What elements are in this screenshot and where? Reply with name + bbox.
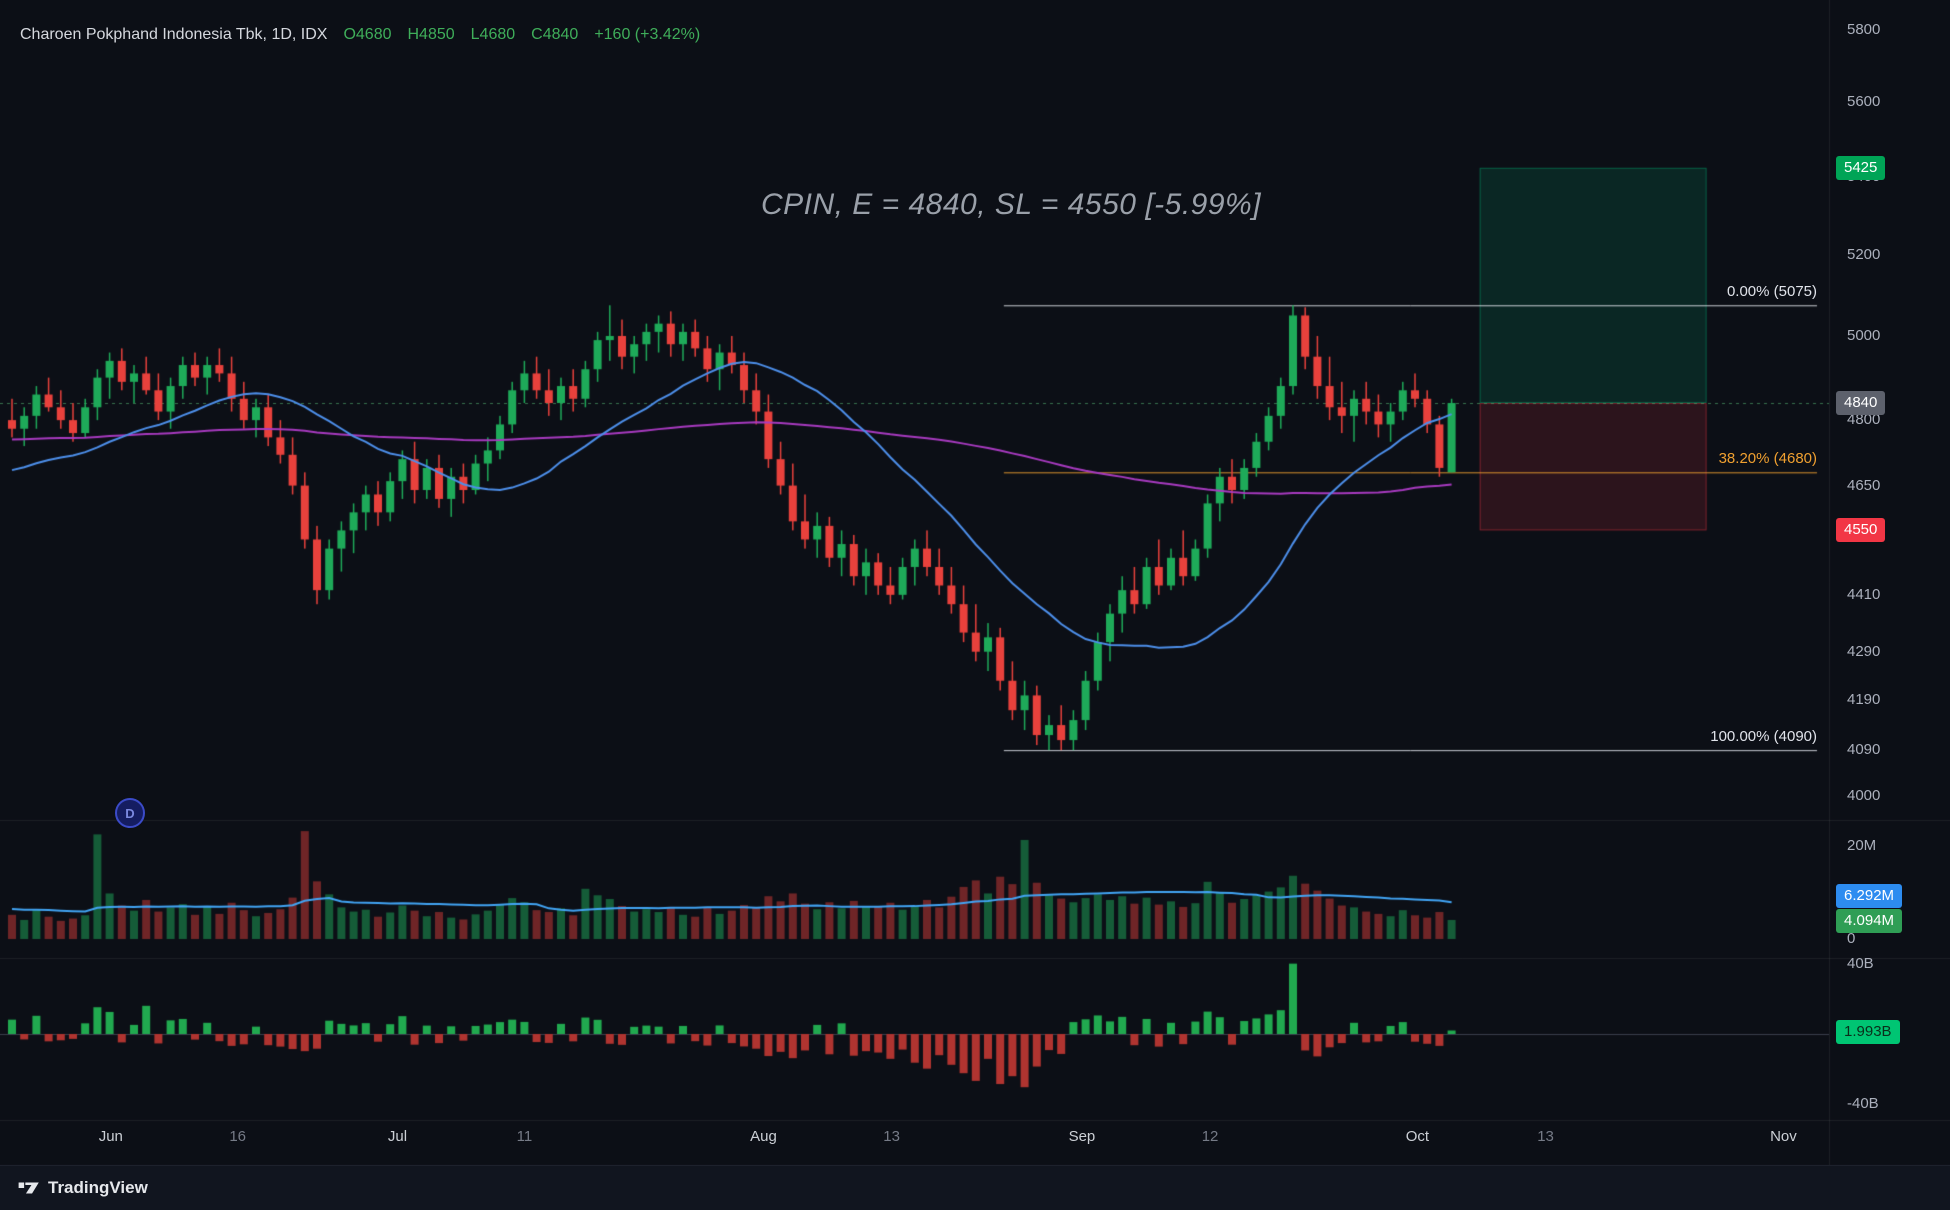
bottom-toolbar: TradingView (0, 1165, 1950, 1210)
symbol-title: Charoen Pokphand Indonesia Tbk, 1D, IDX (20, 26, 328, 43)
ohlc-close: C4840 (531, 26, 579, 43)
tradingview-logo[interactable]: TradingView (18, 1178, 148, 1198)
ohlc-open: O4680 (343, 26, 392, 43)
ohlc-low: L4680 (470, 26, 516, 43)
trade-annotation-text: CPIN, E = 4840, SL = 4550 [-5.99%] (760, 188, 1262, 221)
symbol-legend: Charoen Pokphand Indonesia Tbk, 1D, IDX … (20, 26, 700, 44)
tradingview-logo-icon (18, 1182, 39, 1194)
tradingview-logo-text: TradingView (48, 1178, 148, 1197)
ohlc-change: +160 (+3.42%) (594, 26, 701, 43)
ohlc-high: H4850 (407, 26, 455, 43)
